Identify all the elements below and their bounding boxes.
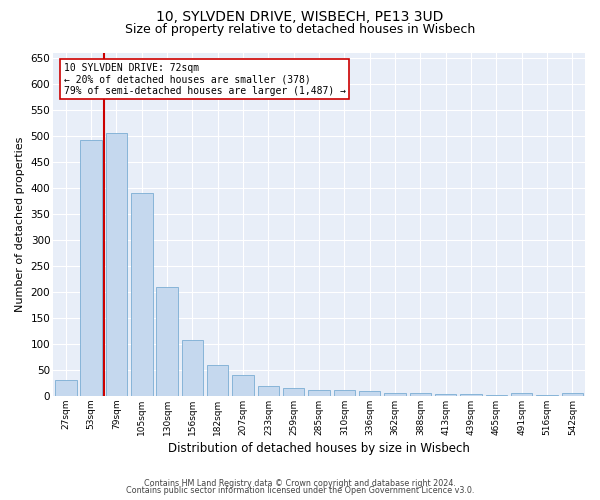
Bar: [435, 394, 457, 396]
X-axis label: Distribution of detached houses by size in Wisbech: Distribution of detached houses by size …: [168, 442, 470, 455]
Text: 10 SYLVDEN DRIVE: 72sqm
← 20% of detached houses are smaller (378)
79% of semi-d: 10 SYLVDEN DRIVE: 72sqm ← 20% of detache…: [64, 63, 346, 96]
Bar: [562, 394, 583, 396]
Bar: [460, 394, 482, 396]
Bar: [359, 391, 380, 396]
Bar: [157, 286, 178, 396]
Bar: [511, 394, 532, 396]
Bar: [384, 393, 406, 396]
Bar: [207, 364, 229, 396]
Text: Contains public sector information licensed under the Open Government Licence v3: Contains public sector information licen…: [126, 486, 474, 495]
Bar: [131, 193, 152, 396]
Text: Contains HM Land Registry data © Crown copyright and database right 2024.: Contains HM Land Registry data © Crown c…: [144, 478, 456, 488]
Bar: [308, 390, 330, 396]
Bar: [334, 390, 355, 396]
Bar: [283, 388, 304, 396]
Text: Size of property relative to detached houses in Wisbech: Size of property relative to detached ho…: [125, 22, 475, 36]
Y-axis label: Number of detached properties: Number of detached properties: [15, 136, 25, 312]
Bar: [232, 375, 254, 396]
Bar: [106, 133, 127, 396]
Bar: [55, 380, 77, 396]
Bar: [182, 340, 203, 396]
Bar: [80, 140, 102, 396]
Text: 10, SYLVDEN DRIVE, WISBECH, PE13 3UD: 10, SYLVDEN DRIVE, WISBECH, PE13 3UD: [157, 10, 443, 24]
Bar: [257, 386, 279, 396]
Bar: [410, 394, 431, 396]
